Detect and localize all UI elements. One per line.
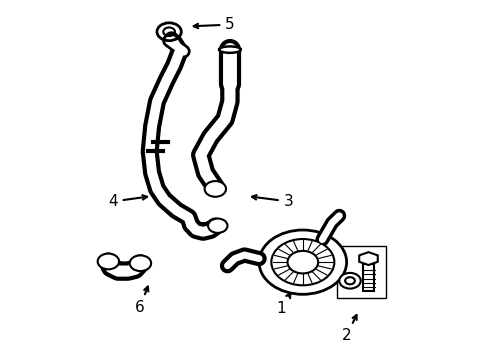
- FancyBboxPatch shape: [362, 264, 373, 291]
- Circle shape: [98, 253, 119, 269]
- Circle shape: [345, 277, 354, 284]
- Circle shape: [129, 255, 151, 271]
- Ellipse shape: [219, 46, 241, 53]
- Circle shape: [339, 273, 360, 289]
- Circle shape: [271, 239, 334, 285]
- Circle shape: [204, 181, 225, 197]
- Text: 6: 6: [135, 287, 148, 315]
- Text: 5: 5: [193, 17, 234, 32]
- Circle shape: [259, 230, 346, 294]
- Polygon shape: [359, 252, 377, 265]
- Text: 1: 1: [276, 293, 290, 316]
- Text: 4: 4: [108, 194, 147, 209]
- Circle shape: [287, 251, 318, 273]
- Text: 2: 2: [341, 315, 356, 343]
- Text: 3: 3: [251, 194, 292, 209]
- Circle shape: [207, 219, 227, 233]
